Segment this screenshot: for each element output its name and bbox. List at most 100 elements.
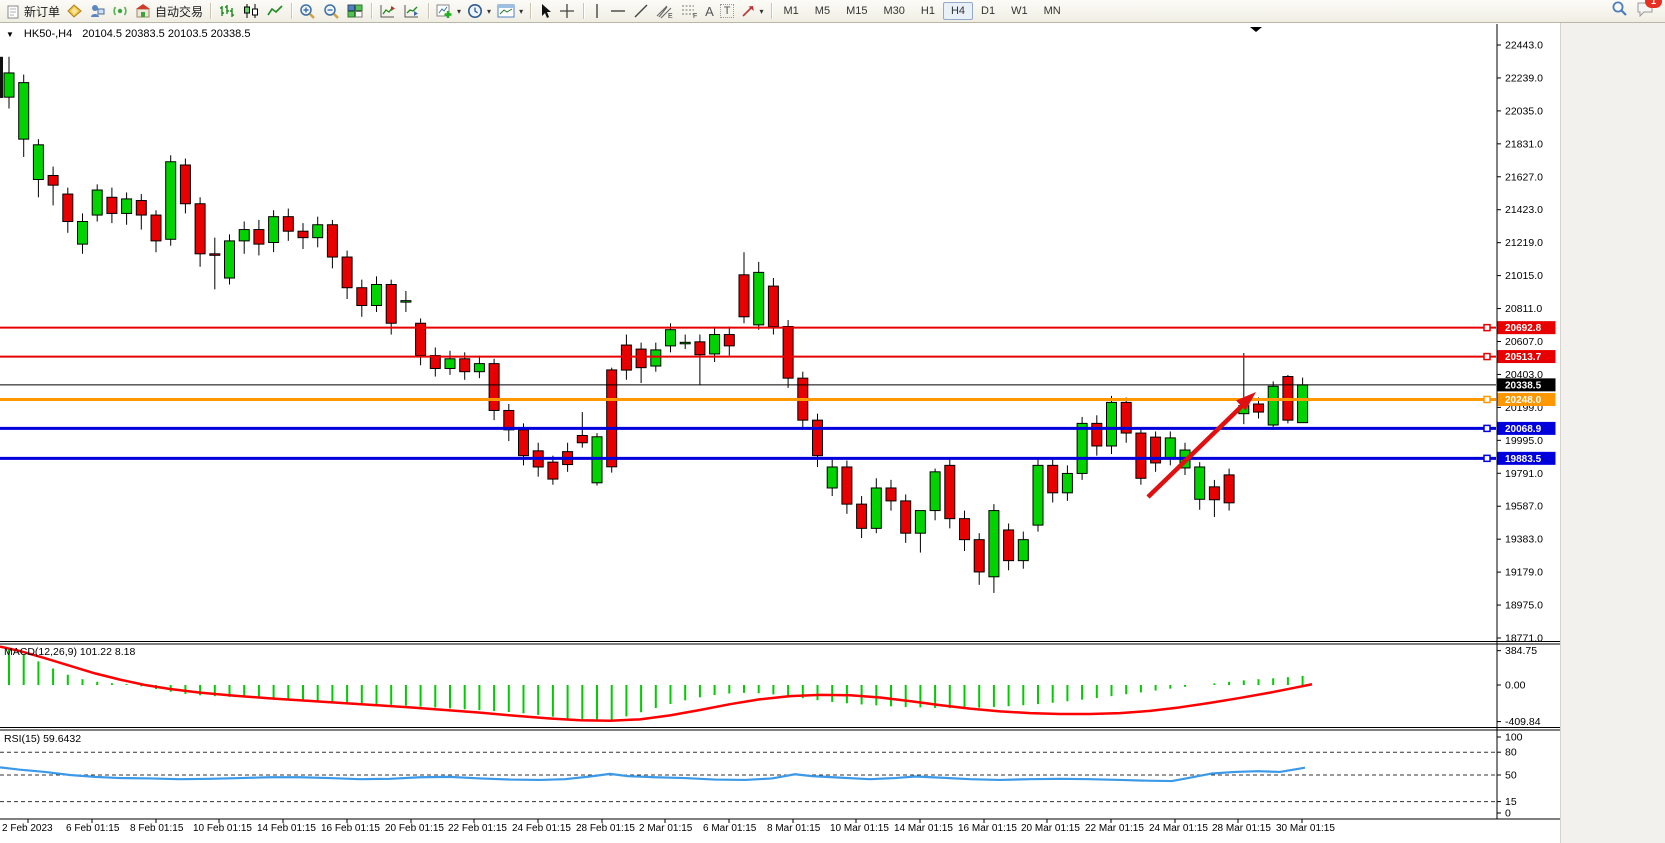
arrows-button[interactable]: ▾ [737,1,766,21]
macd-signal-line [0,645,1313,722]
price-label-box [1497,321,1556,335]
price-tick: 19587.0 [1505,501,1543,513]
rsi-tick: 0 [1505,808,1511,820]
auto-scroll-button[interactable] [400,1,424,21]
dropdown-caret-icon: ▾ [457,6,462,16]
time-label: 2 Mar 01:15 [639,823,693,834]
vertical-line-button[interactable] [588,1,606,21]
toolbar-separator [770,3,772,19]
templates-button[interactable]: ▾ [494,1,526,21]
zoom-out-icon [323,3,341,20]
shift-end-button[interactable] [376,1,400,21]
price-label-box [1497,421,1556,435]
auto-trading-button[interactable]: 自动交易 [132,1,206,21]
tf-d1-button[interactable]: D1 [981,5,996,17]
add-indicator-button[interactable]: ▾ [433,1,464,21]
toolbar-separator [530,3,532,19]
macd-tick: 0.00 [1505,680,1526,692]
time-label: 14 Feb 01:15 [257,823,316,834]
rsi-tick: 50 [1505,770,1517,782]
search-button[interactable] [1611,0,1628,22]
tf-h4-button[interactable]: H4 [942,2,973,20]
price-tick: 21219.0 [1505,237,1543,249]
tf-m1-button[interactable]: M1 [783,5,799,17]
fibonacci-button[interactable]: F [677,1,702,21]
price-tick: 18975.0 [1505,600,1543,612]
chart-expander-icon[interactable]: ▼ [6,29,14,39]
chart-ohlc-values: 20104.5 20383.5 20103.5 20338.5 [82,28,251,40]
macd-panel-separator[interactable] [0,639,1560,646]
time-label: 20 Mar 01:15 [1021,823,1080,834]
channel-button[interactable]: E [652,1,677,21]
fibonacci-icon: F [680,3,699,19]
price-tick: 21423.0 [1505,204,1543,216]
price-label: 20248.0 [1505,395,1542,406]
text-button[interactable]: A [702,1,717,21]
chat-button[interactable]: 1 [1636,0,1662,22]
price-label-box [1497,451,1556,465]
toolbar-separator [583,3,585,19]
rsi-tick: 80 [1505,747,1517,759]
time-label: 16 Feb 01:15 [321,823,380,834]
dropdown-caret-icon: ▾ [759,6,764,16]
trendline-button[interactable] [630,1,652,21]
tf-h1-button[interactable]: H1 [920,5,935,17]
cursor-button[interactable] [535,1,556,21]
candles-chart-icon [242,3,260,19]
tf-w1-button[interactable]: W1 [1011,5,1028,17]
tf-m15-button[interactable]: M15 [846,5,868,17]
trader-terminal-button[interactable] [86,1,109,21]
crosshair-icon [559,3,576,19]
label-button[interactable]: T [717,1,738,21]
tf-mn-button[interactable]: MN [1043,5,1061,17]
time-label: 14 Mar 01:15 [894,823,953,834]
chart-window: 22443.0 22239.0 22035.0 21831.0 21627.0 21423… [0,23,1665,843]
template-icon [497,3,516,19]
bars-chart-button[interactable] [215,1,239,21]
auto-trading-icon [135,3,152,19]
macd-tick: -409.84 [1505,716,1541,728]
chart-title-row: ▼ HK50-,H4 20104.5 20383.5 20103.5 20338… [6,28,250,40]
chart-canvas[interactable]: 22443.0 22239.0 22035.0 21831.0 21627.0 21423… [0,23,1560,843]
price-label: 20692.8 [1505,323,1542,334]
time-label: 6 Feb 01:15 [66,823,120,834]
tf-m30-button[interactable]: M30 [883,5,905,17]
auto-scroll-icon [403,3,421,19]
gold-diamond-button[interactable] [63,1,86,21]
price-tick: 19791.0 [1505,468,1543,480]
price-tick: 19179.0 [1505,567,1543,579]
price-label-box [1497,378,1556,392]
price-label: 20068.9 [1505,424,1542,435]
price-tick: 20607.0 [1505,336,1543,348]
time-label: 16 Mar 01:15 [958,823,1017,834]
signal-icon [112,3,129,19]
new-order-button[interactable]: 新订单 [3,1,63,21]
rsi-tick: 15 [1505,796,1517,808]
toolbar-separator [371,3,373,19]
candles-chart-button[interactable] [239,1,263,21]
price-tick: 22443.0 [1505,40,1543,52]
new-order-icon [6,4,21,19]
line-chart-button[interactable] [263,1,287,21]
vertical-line-icon [591,3,603,19]
cursor-icon [538,3,553,19]
crosshair-button[interactable] [556,1,579,21]
time-label: 2 Feb 2023 [2,823,53,834]
rsi-tick: 100 [1505,732,1523,744]
price-tick: 21015.0 [1505,270,1543,282]
zoom-out-button[interactable] [320,1,344,21]
trend-arrow [1146,400,1248,499]
zoom-in-button[interactable] [296,1,320,21]
tile-windows-button[interactable] [344,1,367,21]
toolbar-separator [210,3,212,19]
time-label: 24 Feb 01:15 [512,823,571,834]
horizontal-line-button[interactable] [606,1,630,21]
signal-button[interactable] [109,1,132,21]
tf-m5-button[interactable]: M5 [814,5,831,17]
svg-text:E: E [668,13,673,19]
periods-button[interactable]: ▾ [464,1,494,21]
rsi-label: RSI(15) 59.6432 [4,733,82,745]
rsi-panel-separator[interactable] [0,725,1560,732]
clock-icon [467,3,484,19]
price-label: 20338.5 [1505,380,1542,391]
